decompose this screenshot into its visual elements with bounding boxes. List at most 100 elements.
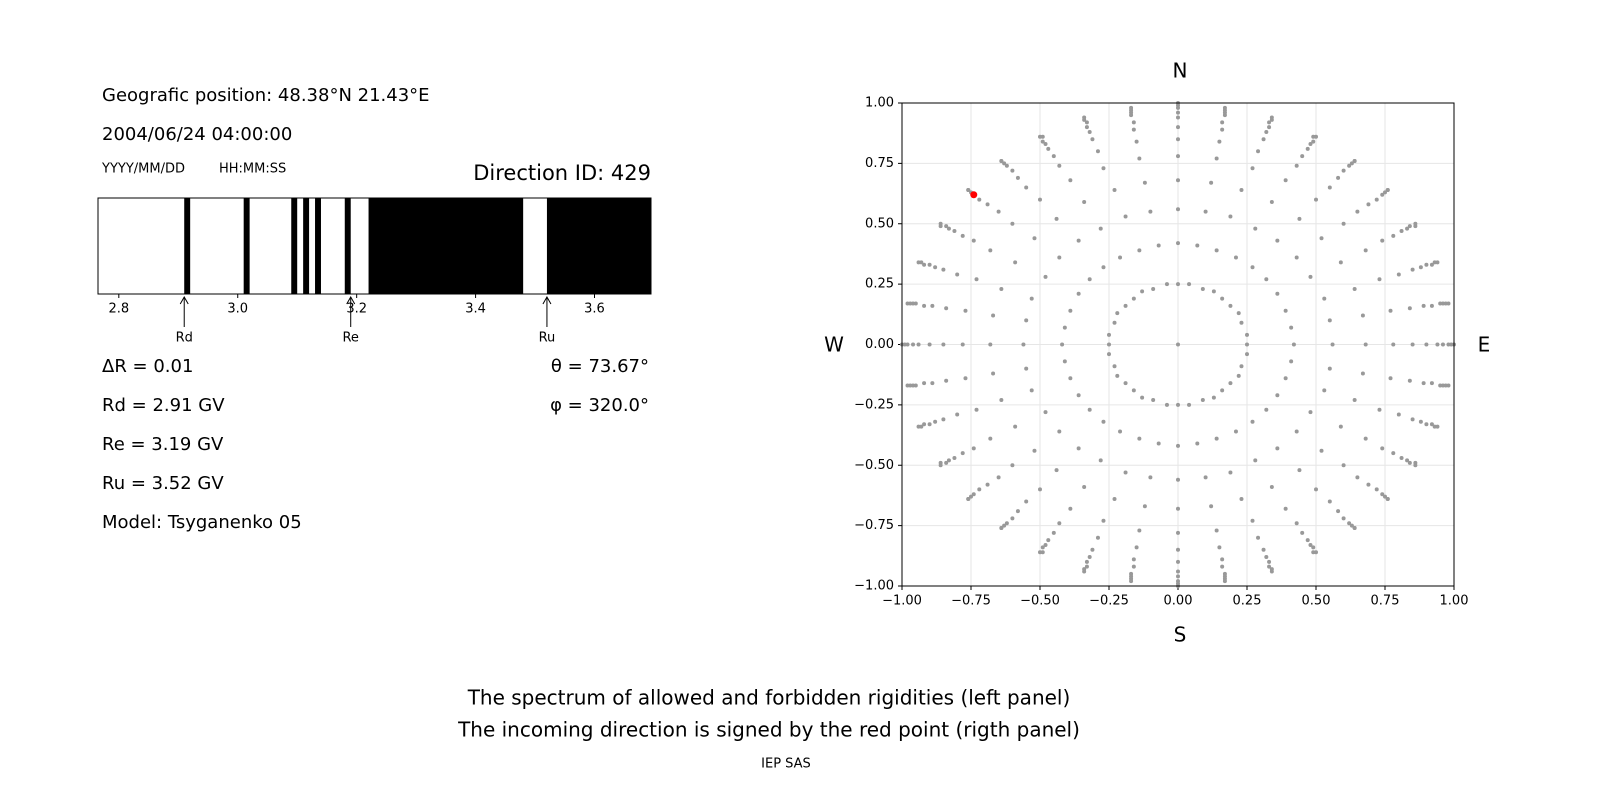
y-tick-label: 1.00 (865, 96, 894, 111)
direction-point (1228, 303, 1233, 308)
direction-point (1142, 180, 1147, 185)
direction-point (946, 458, 951, 463)
direction-point (1015, 509, 1020, 514)
direction-point (1211, 289, 1216, 294)
direction-point (930, 381, 935, 386)
direction-point (1137, 528, 1142, 533)
direction-point (988, 248, 993, 253)
direction-point (919, 260, 924, 265)
direction-point (1347, 521, 1352, 526)
direction-point (1239, 364, 1244, 369)
direction-point (1214, 248, 1219, 253)
direction-point (1319, 236, 1324, 241)
direction-point (1220, 557, 1225, 562)
direction-point (916, 342, 921, 347)
x-tick-label: −1.00 (882, 594, 922, 609)
direction-point (908, 301, 913, 306)
direction-point (1095, 535, 1100, 540)
direction-point (1156, 243, 1161, 248)
direction-point (1239, 497, 1244, 502)
direction-point (1319, 448, 1324, 453)
y-tick-label: −0.50 (854, 458, 894, 473)
time-format: HH:MM:SS (219, 162, 286, 177)
direction-point (1043, 542, 1048, 547)
direction-point (1134, 545, 1139, 550)
direction-point (1291, 342, 1296, 347)
direction-point (1289, 325, 1294, 330)
direction-point (1377, 277, 1382, 282)
direction-point (1214, 528, 1219, 533)
compass-east: E (1478, 333, 1491, 357)
direction-point (927, 262, 932, 267)
direction-point (1203, 475, 1208, 480)
x-tick-label: 3.4 (465, 302, 486, 317)
x-tick-label: −0.25 (1089, 594, 1129, 609)
direction-point (1115, 373, 1120, 378)
direction-point (1214, 156, 1219, 161)
direction-point (1176, 110, 1180, 115)
direction-point (1275, 446, 1280, 451)
direction-point (1308, 274, 1313, 279)
rd: Rd = 2.91 GV (102, 395, 225, 416)
direction-point (1040, 545, 1045, 550)
direction-point (1413, 463, 1418, 468)
direction-point (1107, 332, 1111, 337)
direction-point (1164, 282, 1169, 287)
direction-point (1101, 265, 1106, 270)
direction-point (1410, 417, 1415, 422)
direction-point (1245, 352, 1249, 357)
direction-point (1220, 127, 1225, 132)
direction-point (1349, 523, 1354, 528)
direction-point (1380, 492, 1385, 497)
direction-point (1176, 402, 1180, 407)
direction-point (1112, 364, 1117, 369)
direction-point (1084, 564, 1089, 569)
direction-point (944, 224, 949, 229)
direction-point (1176, 137, 1180, 142)
direction-point (1062, 359, 1067, 364)
direction-point (1082, 569, 1087, 574)
direction-point (1068, 178, 1073, 183)
direction-point (1424, 342, 1429, 347)
direction-point (1220, 564, 1225, 569)
direction-point (1239, 187, 1244, 192)
direction-point (1250, 419, 1255, 424)
direction-point (1366, 482, 1371, 487)
direction-point (1245, 342, 1249, 347)
direction-point (974, 277, 979, 282)
y-tick-label: 0.75 (865, 156, 894, 171)
direction-point (1176, 569, 1180, 574)
direction-point (1076, 446, 1081, 451)
direction-point (944, 378, 949, 383)
direction-point (1062, 325, 1067, 330)
direction-point (1024, 499, 1029, 504)
direction-point (1220, 120, 1225, 125)
direction-point (999, 398, 1004, 403)
direction-point (1314, 550, 1318, 555)
direction-point (1294, 429, 1299, 434)
direction-point (1217, 139, 1222, 144)
direction-point (1407, 224, 1412, 229)
direction-point (941, 342, 946, 347)
direction-point (971, 238, 976, 243)
direction-point (1410, 342, 1415, 347)
direction-point (1341, 221, 1346, 226)
direction-point (1355, 475, 1360, 480)
direction-point (1090, 547, 1095, 552)
direction-point (1024, 366, 1029, 371)
direction-point (1176, 178, 1180, 183)
direction-point (1084, 559, 1089, 564)
direction-point (1399, 228, 1404, 233)
direction-point (916, 424, 921, 429)
direction-point (1305, 538, 1310, 543)
forbidden-band (315, 198, 321, 294)
direction-point (1261, 137, 1266, 142)
x-tick-label: 2.8 (108, 302, 129, 317)
credit: IEP SAS (761, 757, 811, 772)
compass-west: W (824, 333, 844, 357)
direction-point (1084, 125, 1089, 130)
direction-point (960, 342, 965, 347)
direction-point (1283, 178, 1288, 183)
direction-point (1112, 320, 1117, 325)
